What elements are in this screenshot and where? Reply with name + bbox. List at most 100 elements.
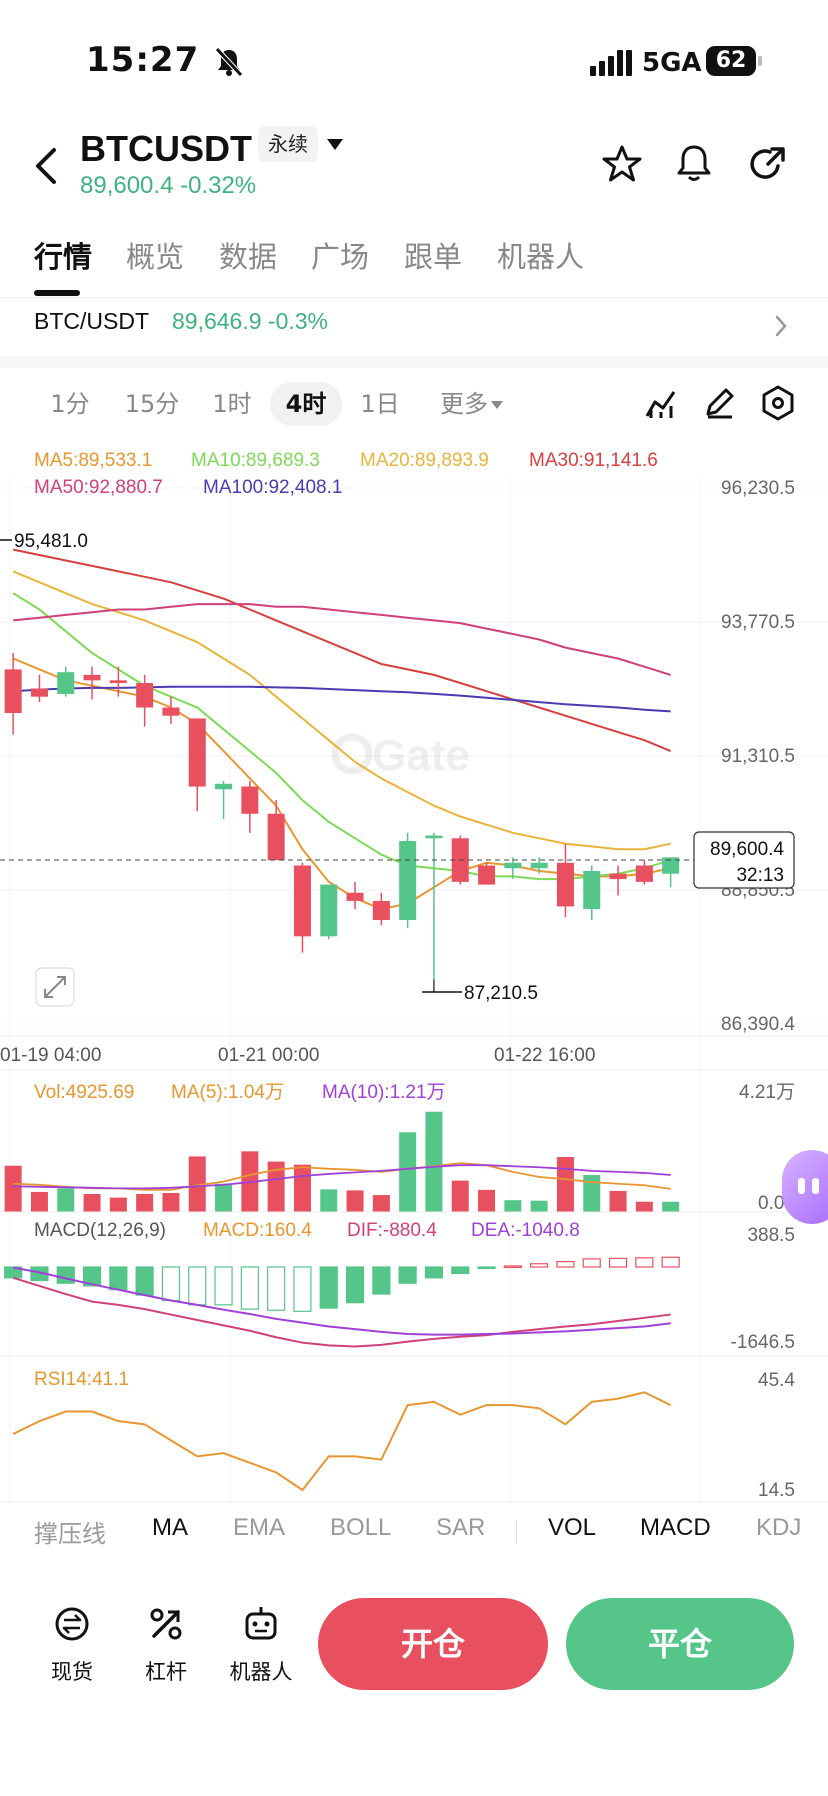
macd-hist-bar (451, 1266, 470, 1275)
volume-bar (109, 1197, 127, 1212)
volume-bar (162, 1192, 180, 1212)
bot-button[interactable]: 机器人 (216, 1580, 306, 1686)
ma10-legend: MA10:89,689.3 (191, 450, 320, 471)
candle-body (504, 862, 522, 869)
tab-market[interactable]: 行情 (34, 240, 93, 274)
mute-bell-icon (215, 47, 243, 77)
volume-bar (609, 1190, 627, 1212)
volume-bar (635, 1201, 653, 1212)
indicator-tab-macd[interactable]: MACD (640, 1514, 711, 1541)
dif-value: DIF:-880.4 (347, 1220, 437, 1241)
indicator-tab-ema[interactable]: EMA (233, 1514, 286, 1541)
candle-countdown: 32:13 (736, 865, 784, 886)
dropdown-triangle-icon[interactable] (326, 138, 344, 152)
spot-button[interactable]: 现货 (27, 1580, 117, 1686)
macd-hist-bar (293, 1266, 312, 1312)
pair-price: 89,646.9 -0.3% (172, 308, 329, 334)
candle (320, 884, 338, 940)
candle (30, 674, 48, 703)
interval-1d[interactable]: 1日 (360, 390, 400, 418)
interval-15m[interactable]: 15分 (124, 390, 180, 418)
interval-4h[interactable]: 4时 (270, 382, 342, 426)
tab-square[interactable]: 广场 (311, 240, 370, 274)
candle (635, 860, 653, 885)
symbol-title[interactable]: BTCUSDT (80, 128, 252, 169)
volume-bar (372, 1195, 390, 1212)
tab-overview[interactable]: 概览 (126, 240, 185, 274)
interval-1m[interactable]: 1分 (50, 390, 90, 418)
candle-body (293, 865, 311, 937)
volume-bar (556, 1156, 574, 1212)
draw-pen-icon[interactable] (702, 386, 736, 420)
tab-bots[interactable]: 机器人 (497, 240, 585, 274)
kline-chart[interactable]: Gate MA5:89,533.1 MA10:89,689.3 MA20:89,… (0, 436, 828, 1510)
candle-body (30, 688, 48, 697)
volume-bar (267, 1161, 285, 1212)
volume-bar (504, 1200, 522, 1212)
tab-copy-trading[interactable]: 跟单 (404, 240, 463, 274)
macd-hist-bar (372, 1266, 391, 1295)
candle (83, 666, 101, 700)
assistant-bubble[interactable] (782, 1150, 828, 1224)
share-icon[interactable] (748, 144, 788, 184)
vol-legend: Vol:4925.69 (34, 1082, 134, 1103)
indicator-tab-kdj[interactable]: KDJ (756, 1514, 802, 1541)
volume-bar (478, 1189, 496, 1212)
candle (530, 857, 548, 874)
candles (4, 653, 680, 992)
network-type: 5GA (642, 48, 702, 78)
active-tab-indicator (34, 290, 80, 296)
indicator-chart-icon[interactable] (644, 386, 678, 420)
settings-hexagon-icon[interactable] (760, 384, 796, 422)
indicator-tab-vol[interactable]: VOL (548, 1514, 597, 1541)
contract-type-badge[interactable]: 永续 (258, 126, 318, 162)
leverage-button[interactable]: 杠杆 (121, 1580, 211, 1686)
assistant-eye-icon (812, 1178, 819, 1194)
macd-hist-bar (161, 1266, 181, 1302)
spot-icon (55, 1607, 89, 1641)
macd-hist-bar (345, 1266, 365, 1304)
candle (556, 843, 574, 918)
candle-body (556, 862, 574, 907)
pair-name: BTC/USDT (34, 308, 149, 334)
interval-1h[interactable]: 1时 (212, 390, 252, 418)
candle (399, 832, 417, 929)
time-axis-label: 01-22 16:00 (494, 1045, 595, 1066)
open-position-button[interactable]: 开仓 (318, 1598, 548, 1690)
candle (57, 666, 75, 697)
close-position-button[interactable]: 平仓 (566, 1598, 794, 1690)
candle-body (583, 870, 601, 910)
candle (136, 674, 154, 727)
indicator-tab-ma[interactable]: MA (152, 1514, 188, 1541)
indicator-tab-boll[interactable]: BOLL (330, 1514, 392, 1541)
chevron-right-icon[interactable] (774, 314, 788, 338)
volume-bar (399, 1132, 417, 1212)
volume-bar (583, 1174, 601, 1212)
volume-bar (188, 1156, 206, 1212)
candle (609, 865, 627, 896)
more-dropdown-icon[interactable] (490, 400, 504, 410)
ma20-legend: MA20:89,893.9 (360, 450, 489, 471)
candle (215, 781, 233, 820)
volume-bar (530, 1200, 548, 1212)
price-axis-label: 86,390.4 (721, 1014, 795, 1035)
interval-more[interactable]: 更多 (440, 390, 488, 418)
candle (267, 800, 285, 861)
macd-hist-bar (608, 1257, 628, 1268)
tab-data[interactable]: 数据 (219, 240, 278, 274)
star-icon[interactable] (602, 144, 642, 184)
bell-icon[interactable] (674, 142, 714, 186)
battery-indicator: 62 (706, 46, 756, 76)
price-axis-label: 96,230.5 (721, 478, 795, 499)
low-label: 87,210.5 (464, 983, 538, 1004)
ma30-legend: MA30:91,141.6 (529, 450, 658, 471)
chart-grid (0, 476, 828, 1502)
volume-bars (4, 1111, 680, 1212)
indicator-tab-support[interactable]: 撑压线 (34, 1521, 106, 1548)
ma20-line (12, 570, 671, 851)
indicator-tab-sar[interactable]: SAR (436, 1514, 486, 1541)
candle (109, 666, 127, 697)
back-arrow-icon[interactable] (32, 146, 60, 186)
battery-tip (758, 56, 762, 66)
spot-pair-row[interactable]: BTC/USDT 89,646.9 -0.3% (0, 300, 828, 356)
